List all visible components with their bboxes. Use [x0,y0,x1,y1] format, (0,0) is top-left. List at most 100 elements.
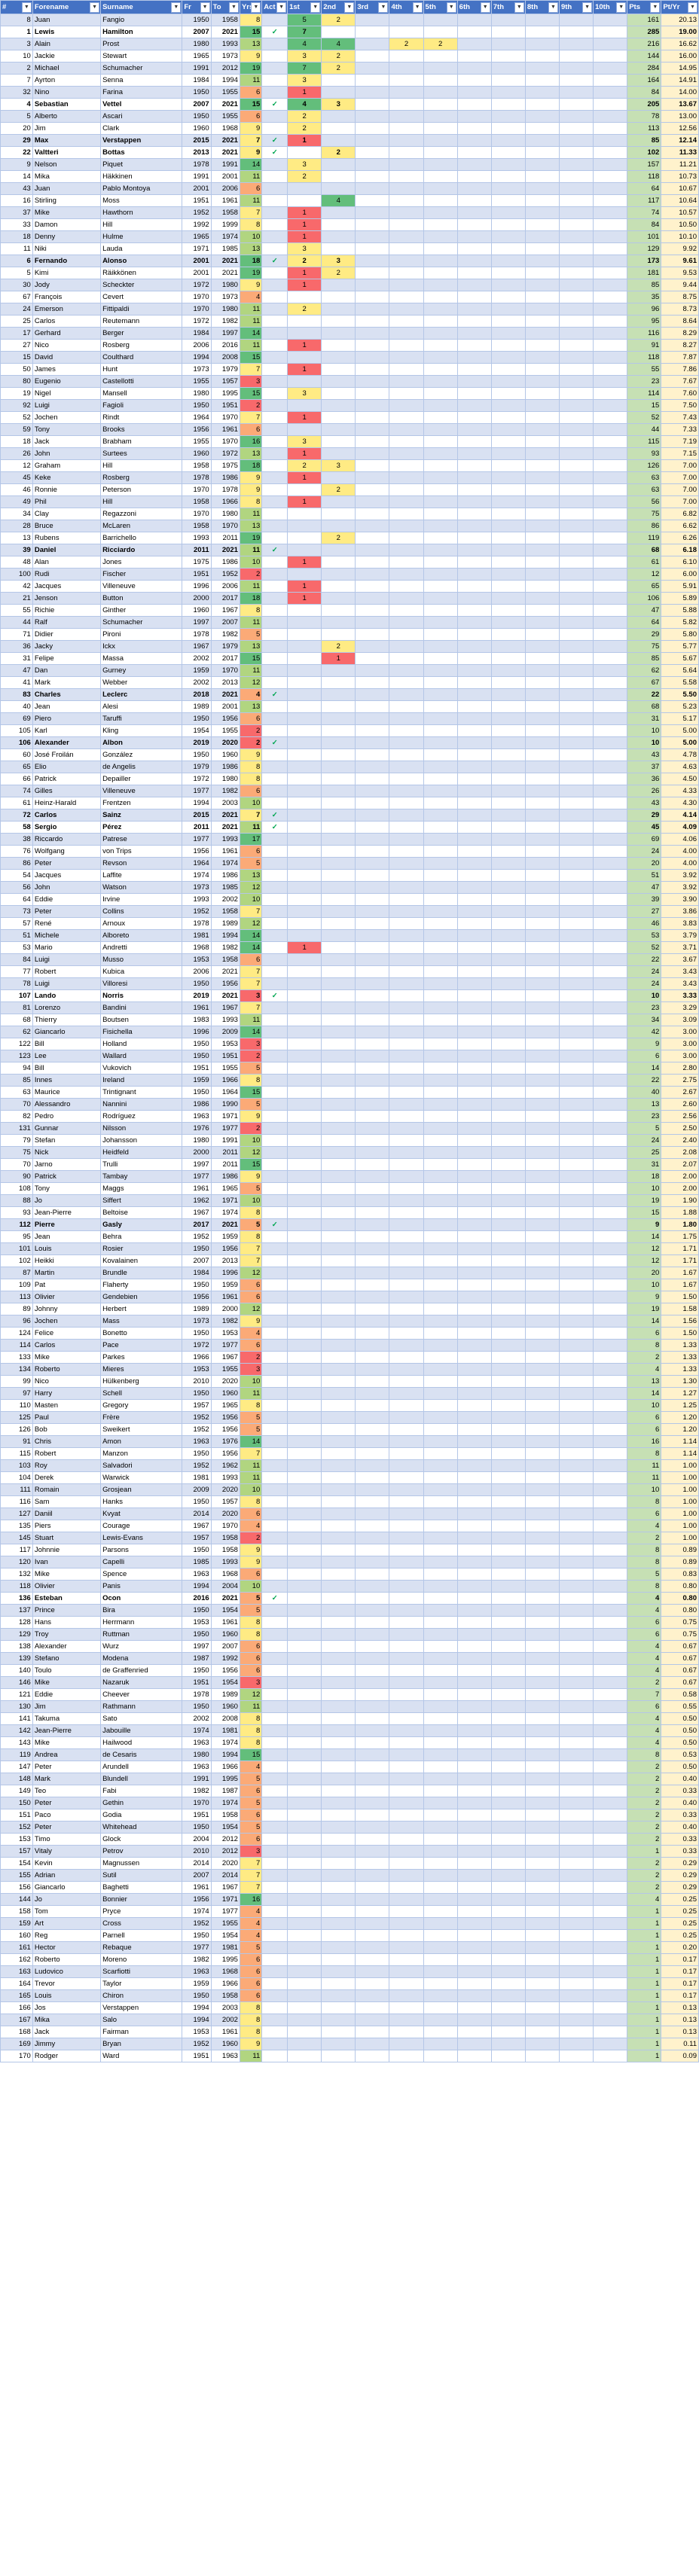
table-row[interactable]: 162 Roberto Moreno 1982 1995 6 1 0.17 [0,1953,699,1966]
table-row[interactable]: 72 Carlos Sainz 2015 2021 7 ✓ 29 4.14 [0,809,699,822]
table-row[interactable]: 78 Luigi Villoresi 1950 1956 7 24 3.43 [0,977,699,990]
table-row[interactable]: 127 Daniil Kvyat 2014 2020 6 6 1.00 [0,1507,699,1520]
table-row[interactable]: 10 Jackie Stewart 1965 1973 9 3 2 144 16.00 [0,50,699,62]
table-row[interactable]: 47 Dan Gurney 1959 1970 11 62 5.64 [0,664,699,677]
table-row[interactable]: 29 Max Verstappen 2015 2021 7 ✓ 1 85 12.14 [0,134,699,147]
filter-dropdown-icon[interactable]: ▼ [378,2,389,13]
filter-dropdown-icon[interactable]: ▼ [171,2,182,13]
table-row[interactable]: 37 Mike Hawthorn 1952 1958 7 1 74 10.57 [0,206,699,219]
table-row[interactable]: 169 Jimmy Bryan 1952 1960 9 1 0.11 [0,2038,699,2050]
table-row[interactable]: 73 Peter Collins 1952 1958 7 27 3.86 [0,905,699,918]
column-header[interactable]: 1st ▼ [287,0,322,14]
table-row[interactable]: 58 Sergio Pérez 2011 2021 11 ✓ 45 4.09 [0,821,699,834]
table-row[interactable]: 117 Johnnie Parsons 1950 1958 9 8 0.89 [0,1544,699,1556]
table-row[interactable]: 5 Alberto Ascari 1950 1955 6 2 78 13.00 [0,110,699,123]
table-row[interactable]: 147 Peter Arundell 1963 1966 4 2 0.50 [0,1761,699,1773]
filter-dropdown-icon[interactable]: ▼ [688,2,697,13]
table-row[interactable]: 26 John Surtees 1960 1972 13 1 93 7.15 [0,447,699,460]
table-row[interactable]: 6 Fernando Alonso 2001 2021 18 ✓ 2 3 173 9.61 [0,255,699,267]
table-row[interactable]: 38 Riccardo Patrese 1977 1993 17 69 4.06 [0,833,699,846]
table-row[interactable]: 69 Piero Taruffi 1950 1956 6 31 5.17 [0,712,699,725]
column-header[interactable]: 10th ▼ [593,0,628,14]
table-row[interactable]: 43 Juan Pablo Montoya 2001 2006 6 64 10.67 [0,182,699,195]
table-row[interactable]: 60 José Froilán González 1950 1960 9 43 4.78 [0,748,699,761]
table-row[interactable]: 164 Trevor Taylor 1959 1966 6 1 0.17 [0,1977,699,1990]
table-row[interactable]: 100 Rudi Fischer 1951 1952 2 12 6.00 [0,568,699,581]
filter-dropdown-icon[interactable]: ▼ [344,2,355,13]
table-row[interactable]: 18 Jack Brabham 1955 1970 16 3 115 7.19 [0,435,699,448]
table-row[interactable]: 112 Pierre Gasly 2017 2021 5 ✓ 9 1.80 [0,1218,699,1231]
table-row[interactable]: 133 Mike Parkes 1966 1967 2 2 1.33 [0,1351,699,1364]
table-row[interactable]: 13 Rubens Barrichello 1993 2011 19 2 119 6.26 [0,532,699,544]
filter-dropdown-icon[interactable]: ▼ [480,2,490,13]
table-row[interactable]: 52 Jochen Rindt 1964 1970 7 1 52 7.43 [0,411,699,424]
table-row[interactable]: 85 Innes Ireland 1959 1966 8 22 2.75 [0,1074,699,1087]
table-row[interactable]: 54 Jacques Laffite 1974 1986 13 51 3.92 [0,869,699,882]
table-row[interactable]: 53 Mario Andretti 1968 1982 14 1 52 3.71 [0,941,699,954]
filter-dropdown-icon[interactable]: ▼ [514,2,524,13]
table-row[interactable]: 67 François Cevert 1970 1973 4 35 8.75 [0,291,699,303]
table-row[interactable]: 118 Olivier Panis 1994 2004 10 8 0.80 [0,1580,699,1593]
filter-dropdown-icon[interactable]: ▼ [21,2,32,13]
table-row[interactable]: 104 Derek Warwick 1981 1993 11 11 1.00 [0,1471,699,1484]
column-header[interactable]: 6th ▼ [456,0,492,14]
table-row[interactable]: 92 Luigi Fagioli 1950 1951 2 15 7.50 [0,399,699,412]
table-row[interactable]: 109 Pat Flaherty 1950 1959 6 10 1.67 [0,1279,699,1291]
table-row[interactable]: 114 Carlos Pace 1972 1977 6 8 1.33 [0,1339,699,1352]
filter-dropdown-icon[interactable]: ▼ [446,2,456,13]
table-row[interactable]: 36 Jacky Ickx 1967 1979 13 2 75 5.77 [0,640,699,653]
table-row[interactable]: 128 Hans Herrmann 1953 1961 8 6 0.75 [0,1616,699,1629]
table-row[interactable]: 113 Olivier Gendebien 1956 1961 6 9 1.50 [0,1291,699,1303]
table-row[interactable]: 74 Gilles Villeneuve 1977 1982 6 26 4.33 [0,785,699,797]
table-row[interactable]: 56 John Watson 1973 1985 12 47 3.92 [0,881,699,894]
table-row[interactable]: 62 Giancarlo Fisichella 1996 2009 14 42 3.00 [0,1026,699,1038]
filter-dropdown-icon[interactable]: ▼ [200,2,210,13]
table-row[interactable]: 76 Wolfgang von Trips 1956 1961 6 24 4.00 [0,845,699,858]
table-row[interactable]: 84 Luigi Musso 1953 1958 6 22 3.67 [0,953,699,966]
table-row[interactable]: 17 Gerhard Berger 1984 1997 14 116 8.29 [0,327,699,340]
filter-dropdown-icon[interactable]: ▼ [228,2,239,13]
table-row[interactable]: 102 Heikki Kovalainen 2007 2013 7 12 1.71 [0,1254,699,1267]
table-row[interactable]: 99 Nico Hülkenberg 2010 2020 10 13 1.30 [0,1375,699,1388]
table-row[interactable]: 96 Jochen Mass 1973 1982 9 14 1.56 [0,1315,699,1328]
table-row[interactable]: 115 Robert Manzon 1950 1956 7 8 1.14 [0,1447,699,1460]
table-row[interactable]: 48 Alan Jones 1975 1986 10 1 61 6.10 [0,556,699,569]
table-row[interactable]: 146 Mike Nazaruk 1951 1954 3 2 0.67 [0,1676,699,1689]
table-row[interactable]: 90 Patrick Tambay 1977 1986 9 18 2.00 [0,1170,699,1183]
table-row[interactable]: 154 Kevin Magnussen 2014 2020 7 2 0.29 [0,1857,699,1870]
table-row[interactable]: 39 Daniel Ricciardo 2011 2021 11 ✓ 68 6.18 [0,544,699,556]
table-row[interactable]: 80 Eugenio Castellotti 1955 1957 3 23 7.67 [0,375,699,388]
table-row[interactable]: 152 Peter Whitehead 1950 1954 5 2 0.40 [0,1821,699,1834]
table-row[interactable]: 137 Prince Bira 1950 1954 5 4 0.80 [0,1604,699,1617]
table-row[interactable]: 50 James Hunt 1973 1979 7 1 55 7.86 [0,363,699,376]
column-header[interactable]: # ▼ [0,0,33,14]
column-header[interactable]: Forename ▼ [32,0,102,14]
table-row[interactable]: 28 Bruce McLaren 1958 1970 13 86 6.62 [0,520,699,532]
table-row[interactable]: 64 Eddie Irvine 1993 2002 10 39 3.90 [0,893,699,906]
table-row[interactable]: 14 Mika Häkkinen 1991 2001 11 2 118 10.73 [0,170,699,183]
table-row[interactable]: 143 Mike Hailwood 1963 1974 8 4 0.50 [0,1736,699,1749]
table-row[interactable]: 55 Richie Ginther 1960 1967 8 47 5.88 [0,604,699,617]
table-row[interactable]: 125 Paul Frère 1952 1956 5 6 1.20 [0,1411,699,1424]
column-header[interactable]: Act ▼ [261,0,288,14]
table-row[interactable]: 97 Harry Schell 1950 1960 11 14 1.27 [0,1387,699,1400]
table-row[interactable]: 161 Hector Rebaque 1977 1981 5 1 0.20 [0,1941,699,1954]
table-row[interactable]: 105 Karl Kling 1954 1955 2 10 5.00 [0,724,699,737]
table-row[interactable]: 94 Bill Vukovich 1951 1955 5 14 2.80 [0,1062,699,1075]
table-row[interactable]: 16 Stirling Moss 1951 1961 11 4 117 10.64 [0,194,699,207]
filter-dropdown-icon[interactable]: ▼ [582,2,593,13]
column-header[interactable]: 5th ▼ [423,0,458,14]
column-header[interactable]: To ▼ [210,0,240,14]
table-row[interactable]: 91 Chris Amon 1963 1976 14 16 1.14 [0,1435,699,1448]
table-row[interactable]: 59 Tony Brooks 1956 1961 6 44 7.33 [0,423,699,436]
table-row[interactable]: 144 Jo Bonnier 1956 1971 16 4 0.25 [0,1893,699,1906]
table-row[interactable]: 139 Stefano Modena 1987 1992 6 4 0.67 [0,1652,699,1665]
table-row[interactable]: 12 Graham Hill 1958 1975 18 2 3 126 7.00 [0,459,699,472]
table-row[interactable]: 142 Jean-Pierre Jabouille 1974 1981 8 4 0.50 [0,1724,699,1737]
table-row[interactable]: 123 Lee Wallard 1950 1951 2 6 3.00 [0,1050,699,1062]
table-row[interactable]: 157 Vitaly Petrov 2010 2012 3 1 0.33 [0,1845,699,1858]
table-row[interactable]: 61 Heinz-Harald Frentzen 1994 2003 10 43 4.30 [0,797,699,809]
table-row[interactable]: 79 Stefan Johansson 1980 1991 10 24 2.40 [0,1134,699,1147]
table-row[interactable]: 49 Phil Hill 1958 1966 8 1 56 7.00 [0,495,699,508]
table-row[interactable]: 149 Teo Fabi 1982 1987 6 2 0.33 [0,1785,699,1797]
